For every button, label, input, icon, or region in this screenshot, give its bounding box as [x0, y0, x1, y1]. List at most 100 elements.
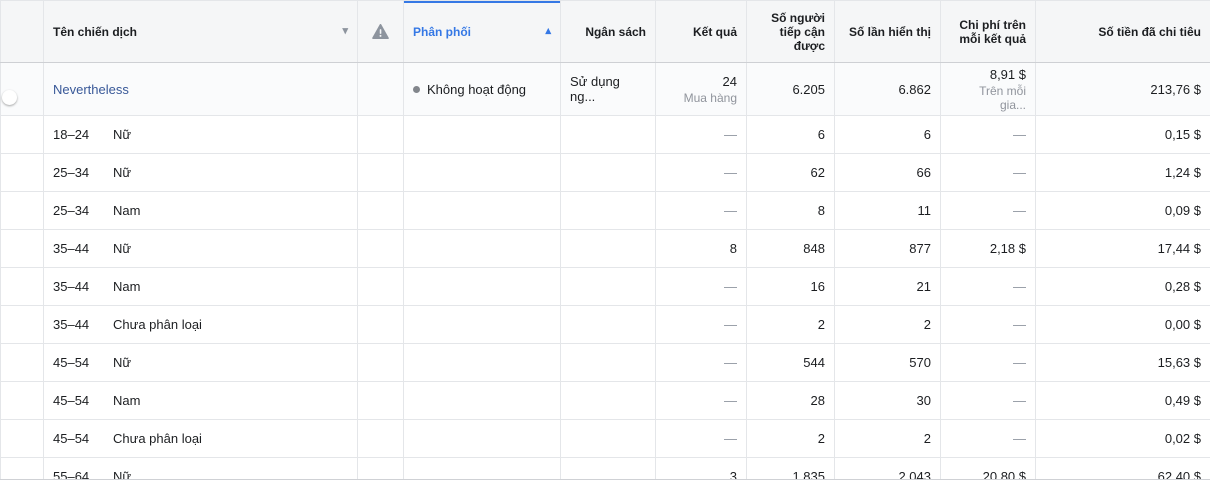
breakdown-name-cell: 18–24 Nữ — [43, 115, 358, 154]
reach-cell: 16 — [746, 267, 835, 306]
amount-spent-cell: 0,02 $ — [1035, 419, 1210, 458]
gender-label: Nữ — [113, 355, 132, 370]
column-header-amount-spent[interactable]: Số tiền đã chi tiêu — [1035, 0, 1210, 63]
cost-per-result-cell: — — [940, 343, 1036, 382]
impressions-cell: 6.862 — [834, 62, 941, 116]
impressions-cell: 570 — [834, 343, 941, 382]
delivery-cell — [403, 191, 561, 230]
reach-cell: 6.205 — [746, 62, 835, 116]
breakdown-name-cell: 25–34 Nữ — [43, 153, 358, 192]
toggle-cell — [0, 191, 44, 230]
column-header-budget[interactable]: Ngân sách — [560, 0, 656, 63]
column-header-warnings[interactable] — [357, 0, 404, 63]
sort-ascending-icon[interactable]: ▴ — [545, 25, 551, 37]
impressions-cell: 30 — [834, 381, 941, 420]
warning-cell — [357, 419, 404, 458]
reach-cell: 28 — [746, 381, 835, 420]
delivery-cell — [403, 229, 561, 268]
toggle-cell — [0, 62, 44, 116]
age-range-label: 35–44 — [53, 241, 90, 256]
cost-per-result-cell: — — [940, 305, 1036, 344]
cost-per-result-cell: — — [940, 381, 1036, 420]
budget-cell — [560, 343, 656, 382]
results-cell: — — [655, 153, 747, 192]
campaign-name-link[interactable]: Nevertheless — [53, 81, 129, 97]
warning-cell — [357, 229, 404, 268]
campaign-row: Nevertheless Không hoạt động Sử dụng ng.… — [0, 62, 1210, 116]
amount-spent-cell: 0,28 $ — [1035, 267, 1210, 306]
age-range-label: 45–54 — [53, 431, 90, 446]
breakdown-row: 55–64 Nữ 3 1.835 2.043 20,80 $ 62,40 $ — [0, 457, 1210, 480]
impressions-cell: 877 — [834, 229, 941, 268]
budget-cell — [560, 115, 656, 154]
results-cell: 3 — [655, 457, 747, 479]
breakdown-row: 25–34 Nam — 8 11 — 0,09 $ — [0, 191, 1210, 230]
impressions-cell: 66 — [834, 153, 941, 192]
results-sub-label: Mua hàng — [683, 90, 737, 105]
breakdown-name-cell: 45–54 Nam — [43, 381, 358, 420]
cost-per-result-sub-label: Trên mỗi gia... — [979, 83, 1026, 112]
toggle-cell — [0, 229, 44, 268]
warning-cell — [357, 381, 404, 420]
breakdown-name-cell: 45–54 Nữ — [43, 343, 358, 382]
toggle-cell — [0, 267, 44, 306]
warning-icon — [372, 24, 389, 39]
age-range-label: 55–64 — [53, 469, 90, 480]
amount-spent-cell: 1,24 $ — [1035, 153, 1210, 192]
cost-per-result-cell: 8,91 $ Trên mỗi gia... — [940, 62, 1036, 116]
breakdown-row: 45–54 Nam — 28 30 — 0,49 $ — [0, 381, 1210, 420]
toggle-cell — [0, 115, 44, 154]
gender-label: Nữ — [113, 127, 132, 142]
gender-label: Nam — [113, 203, 141, 218]
toggle-cell — [0, 153, 44, 192]
reach-cell: 62 — [746, 153, 835, 192]
delivery-header-label: Phân phối — [413, 24, 471, 39]
gender-label: Nữ — [113, 165, 132, 180]
header-row: Tên chiến dịch ▾ Phân phối ▴ Ngân sách K… — [0, 0, 1210, 63]
budget-cell — [560, 381, 656, 420]
warning-cell — [357, 305, 404, 344]
breakdown-name-cell: 35–44 Nữ — [43, 229, 358, 268]
column-header-results[interactable]: Kết quả — [655, 0, 747, 63]
column-header-campaign-name[interactable]: Tên chiến dịch ▾ — [43, 0, 358, 63]
amount-spent-cell: 0,09 $ — [1035, 191, 1210, 230]
budget-cell — [560, 191, 656, 230]
breakdown-row: 45–54 Chưa phân loại — 2 2 — 0,02 $ — [0, 419, 1210, 458]
column-header-delivery[interactable]: Phân phối ▴ — [403, 0, 561, 63]
cost-per-result-cell: 20,80 $ — [940, 457, 1036, 479]
breakdown-row: 35–44 Nữ 8 848 877 2,18 $ 17,44 $ — [0, 229, 1210, 268]
age-range-label: 25–34 — [53, 165, 90, 180]
warning-cell — [357, 115, 404, 154]
impressions-cell: 2 — [834, 305, 941, 344]
warning-cell — [357, 62, 404, 116]
reach-cell: 6 — [746, 115, 835, 154]
chevron-down-icon[interactable]: ▾ — [342, 25, 348, 37]
reach-cell: 8 — [746, 191, 835, 230]
column-header-impressions[interactable]: Số lần hiển thị — [834, 0, 941, 63]
age-range-label: 35–44 — [53, 279, 90, 294]
age-range-label: 45–54 — [53, 355, 90, 370]
column-header-reach[interactable]: Số người tiếp cận được — [746, 0, 835, 63]
reach-cell: 1.835 — [746, 457, 835, 479]
cost-per-result-cell: — — [940, 191, 1036, 230]
results-value: 24 — [722, 73, 737, 89]
toggle-knob — [2, 90, 17, 105]
impressions-cell: 21 — [834, 267, 941, 306]
impressions-cell: 2.043 — [834, 457, 941, 479]
column-header-cost-per-result[interactable]: Chi phí trên mỗi kết quả — [940, 0, 1036, 63]
cost-per-result-cell: 2,18 $ — [940, 229, 1036, 268]
campaign-name-header-label: Tên chiến dịch — [53, 24, 138, 39]
warning-cell — [357, 343, 404, 382]
breakdown-body: Nevertheless Không hoạt động Sử dụng ng.… — [0, 62, 1210, 480]
delivery-cell: Không hoạt động — [403, 62, 561, 116]
budget-cell — [560, 419, 656, 458]
age-range-label: 45–54 — [53, 393, 90, 408]
results-cell: — — [655, 267, 747, 306]
cost-per-result-cell: — — [940, 267, 1036, 306]
warning-cell — [357, 457, 404, 479]
campaign-name-cell: Nevertheless — [43, 62, 358, 116]
amount-spent-cell: 17,44 $ — [1035, 229, 1210, 268]
budget-cell — [560, 457, 656, 479]
toggle-cell — [0, 305, 44, 344]
